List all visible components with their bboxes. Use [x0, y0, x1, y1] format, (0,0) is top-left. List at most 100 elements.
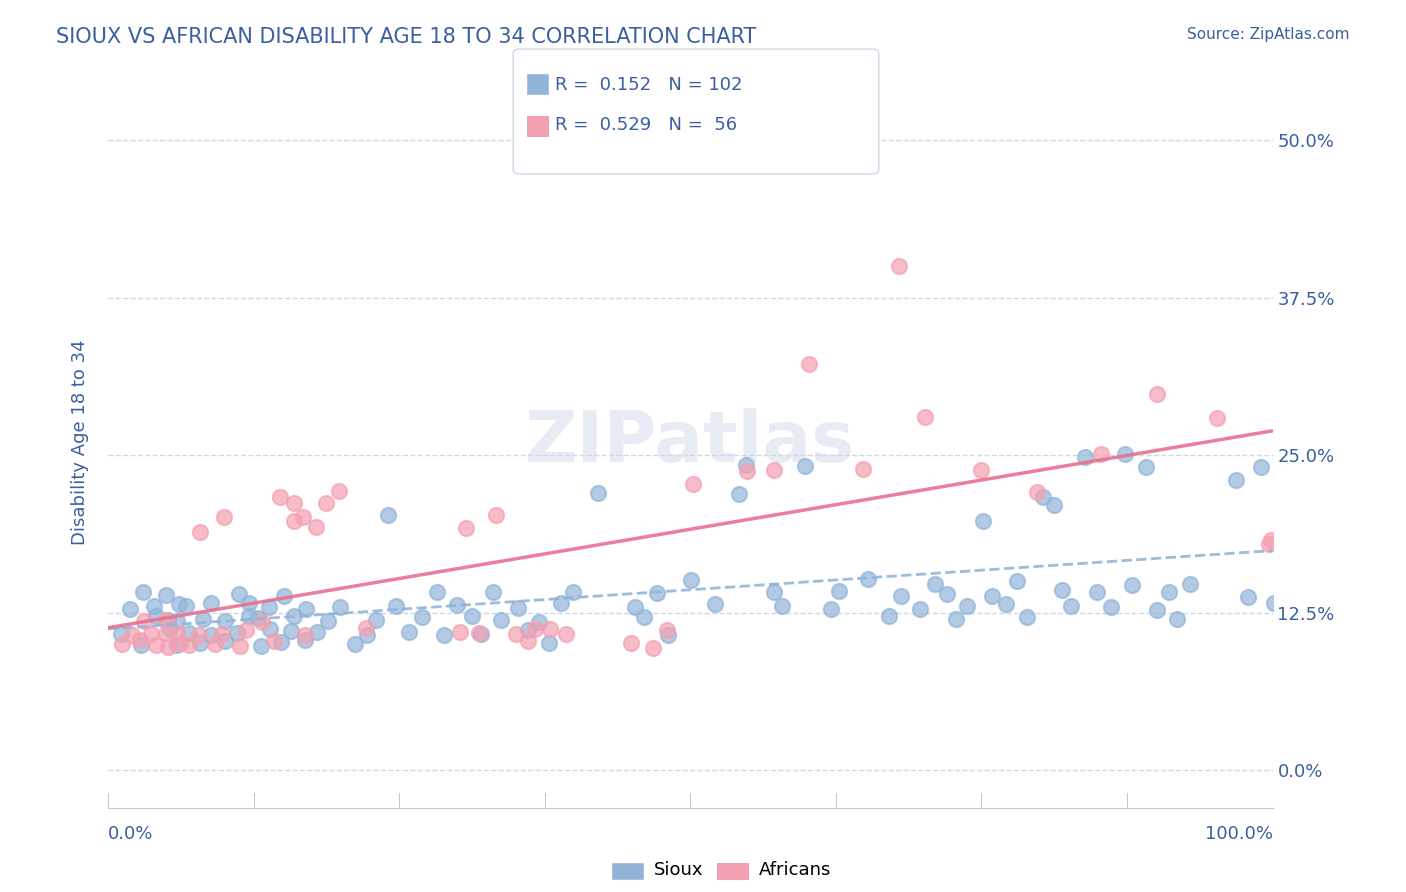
Point — [645, 586, 668, 600]
Point — [364, 613, 387, 627]
Point — [1225, 473, 1247, 487]
Point — [1005, 574, 1028, 589]
Point — [118, 602, 141, 616]
Point — [655, 623, 678, 637]
Point — [1205, 411, 1227, 425]
Point — [828, 584, 851, 599]
Point — [506, 600, 529, 615]
Point — [426, 584, 449, 599]
Point — [291, 509, 314, 524]
Point — [247, 611, 270, 625]
Point — [505, 627, 527, 641]
Point — [169, 636, 191, 650]
Point — [1250, 459, 1272, 474]
Point — [214, 614, 236, 628]
Point — [259, 622, 281, 636]
Point — [316, 614, 339, 628]
Point — [344, 637, 367, 651]
Point — [1260, 533, 1282, 547]
Point — [269, 490, 291, 504]
Point — [411, 610, 433, 624]
Point — [176, 599, 198, 613]
Point — [945, 612, 967, 626]
Point — [485, 508, 508, 522]
Point — [155, 613, 177, 627]
Point — [356, 621, 378, 635]
Point — [305, 520, 328, 534]
Point — [454, 521, 477, 535]
Point — [588, 486, 610, 500]
Point — [554, 627, 576, 641]
Point — [188, 524, 211, 539]
Point — [143, 599, 166, 613]
Point — [762, 584, 785, 599]
Point — [820, 602, 842, 616]
Point — [793, 458, 815, 473]
Point — [204, 637, 226, 651]
Text: R =  0.152   N = 102: R = 0.152 N = 102 — [555, 76, 742, 94]
Point — [657, 627, 679, 641]
Point — [129, 633, 152, 648]
Point — [972, 514, 994, 528]
Point — [166, 626, 188, 640]
Point — [134, 614, 156, 628]
Point — [641, 640, 664, 655]
Point — [294, 628, 316, 642]
Point — [283, 609, 305, 624]
Point — [294, 633, 316, 648]
Point — [681, 574, 703, 588]
Point — [877, 608, 900, 623]
Point — [110, 637, 132, 651]
Point — [250, 639, 273, 653]
Point — [538, 622, 561, 636]
Point — [1180, 577, 1202, 591]
Point — [633, 610, 655, 624]
Point — [1050, 583, 1073, 598]
Point — [995, 597, 1018, 611]
Point — [1099, 600, 1122, 615]
Point — [156, 613, 179, 627]
Point — [1157, 584, 1180, 599]
Point — [238, 596, 260, 610]
Point — [1032, 490, 1054, 504]
Point — [1074, 450, 1097, 465]
Point — [315, 496, 337, 510]
Point — [211, 627, 233, 641]
Point — [228, 586, 250, 600]
Text: R =  0.529   N =  56: R = 0.529 N = 56 — [555, 116, 738, 134]
Point — [620, 636, 643, 650]
Point — [155, 626, 177, 640]
Point — [491, 614, 513, 628]
Point — [1146, 386, 1168, 401]
Text: SIOUX VS AFRICAN DISABILITY AGE 18 TO 34 CORRELATION CHART: SIOUX VS AFRICAN DISABILITY AGE 18 TO 34… — [56, 27, 756, 46]
Point — [295, 602, 318, 616]
Point — [177, 625, 200, 640]
Point — [257, 600, 280, 615]
Point — [159, 622, 181, 636]
Point — [728, 487, 751, 501]
Point — [238, 608, 260, 623]
Text: Source: ZipAtlas.com: Source: ZipAtlas.com — [1187, 27, 1350, 42]
Point — [1085, 585, 1108, 599]
Point — [179, 638, 201, 652]
Point — [516, 623, 538, 637]
Point — [762, 463, 785, 477]
Point — [187, 628, 209, 642]
Point — [980, 589, 1002, 603]
Point — [190, 636, 212, 650]
Point — [1263, 595, 1285, 609]
Point — [1237, 590, 1260, 604]
Point — [145, 638, 167, 652]
Point — [110, 627, 132, 641]
Point — [145, 609, 167, 624]
Point — [924, 576, 946, 591]
Point — [770, 599, 793, 613]
Point — [252, 615, 274, 630]
Point — [703, 597, 725, 611]
Point — [385, 599, 408, 613]
Point — [377, 508, 399, 522]
Point — [1060, 599, 1083, 613]
Point — [166, 615, 188, 629]
Point — [1146, 603, 1168, 617]
Point — [226, 626, 249, 640]
